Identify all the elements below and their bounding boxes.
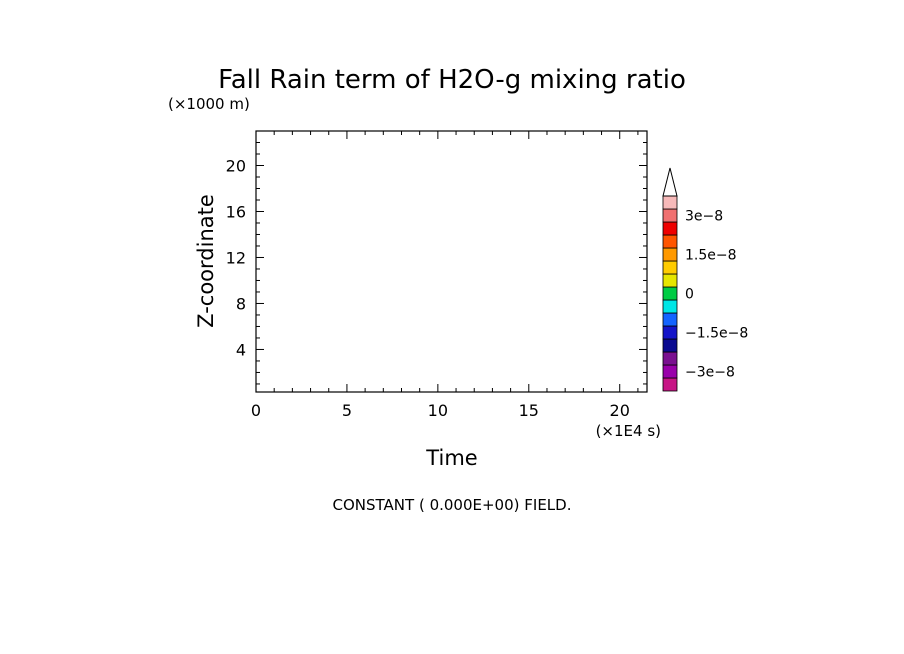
y-axis-label: Z-coordinate	[194, 194, 218, 328]
x-tick-label: 5	[342, 401, 352, 420]
colorbar-swatch	[662, 377, 678, 392]
colorbar-swatch	[662, 195, 678, 210]
y-axis-unit: (×1000 m)	[168, 95, 250, 113]
y-tick-label: 8	[236, 294, 246, 313]
colorbar-swatch	[662, 351, 678, 366]
colorbar-extend-arrow	[662, 167, 678, 197]
constant-field-note: CONSTANT ( 0.000E+00) FIELD.	[333, 496, 572, 514]
x-axis-unit: (×1E4 s)	[596, 422, 661, 440]
colorbar: 3e−8 1.5e−8 0 −1.5e−8 −3e−8	[662, 167, 748, 392]
colorbar-swatch	[662, 260, 678, 275]
x-tick-label: 10	[428, 401, 448, 420]
x-tick-label: 20	[610, 401, 630, 420]
colorbar-swatch	[662, 234, 678, 249]
colorbar-swatch	[662, 364, 678, 379]
axis-ticks	[255, 130, 647, 392]
y-tick-labels: 4 8 12 16 20	[226, 156, 246, 359]
colorbar-label: 1.5e−8	[685, 248, 737, 264]
x-tick-labels: 0 5 10 15 20	[251, 401, 630, 420]
x-tick-label: 15	[519, 401, 539, 420]
chart-title: Fall Rain term of H2O-g mixing ratio	[218, 65, 686, 95]
colorbar-swatch	[662, 247, 678, 262]
colorbar-swatch	[662, 312, 678, 327]
colorbar-swatch	[662, 273, 678, 288]
colorbar-swatch	[662, 221, 678, 236]
colorbar-label: 3e−8	[685, 209, 723, 225]
colorbar-swatch	[662, 299, 678, 314]
colorbar-swatch	[662, 286, 678, 301]
y-tick-label: 20	[226, 156, 246, 175]
plot-area	[255, 130, 648, 393]
colorbar-label: 0	[685, 287, 694, 303]
y-tick-label: 16	[226, 202, 246, 221]
colorbar-swatch	[662, 338, 678, 353]
y-tick-label: 4	[236, 340, 246, 359]
colorbar-swatch	[662, 208, 678, 223]
x-axis-label: Time	[425, 446, 477, 470]
x-tick-label: 0	[251, 401, 261, 420]
colorbar-label: −1.5e−8	[685, 326, 748, 342]
y-tick-label: 12	[226, 248, 246, 267]
colorbar-swatch	[662, 325, 678, 340]
colorbar-label: −3e−8	[685, 365, 735, 381]
